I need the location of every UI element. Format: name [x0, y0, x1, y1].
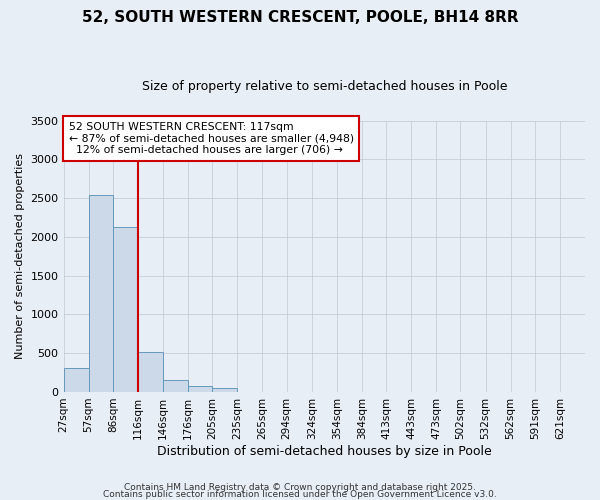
Text: 52, SOUTH WESTERN CRESCENT, POOLE, BH14 8RR: 52, SOUTH WESTERN CRESCENT, POOLE, BH14 …: [82, 10, 518, 25]
Bar: [163, 380, 188, 392]
Bar: [89, 195, 113, 392]
Text: Contains public sector information licensed under the Open Government Licence v3: Contains public sector information licen…: [103, 490, 497, 499]
X-axis label: Distribution of semi-detached houses by size in Poole: Distribution of semi-detached houses by …: [157, 444, 491, 458]
Bar: [138, 352, 163, 392]
Text: 52 SOUTH WESTERN CRESCENT: 117sqm
← 87% of semi-detached houses are smaller (4,9: 52 SOUTH WESTERN CRESCENT: 117sqm ← 87% …: [69, 122, 354, 155]
Title: Size of property relative to semi-detached houses in Poole: Size of property relative to semi-detach…: [142, 80, 507, 93]
Bar: [113, 227, 138, 392]
Y-axis label: Number of semi-detached properties: Number of semi-detached properties: [15, 154, 25, 360]
Bar: [188, 386, 212, 392]
Text: Contains HM Land Registry data © Crown copyright and database right 2025.: Contains HM Land Registry data © Crown c…: [124, 484, 476, 492]
Bar: [212, 388, 238, 392]
Bar: [64, 368, 89, 392]
